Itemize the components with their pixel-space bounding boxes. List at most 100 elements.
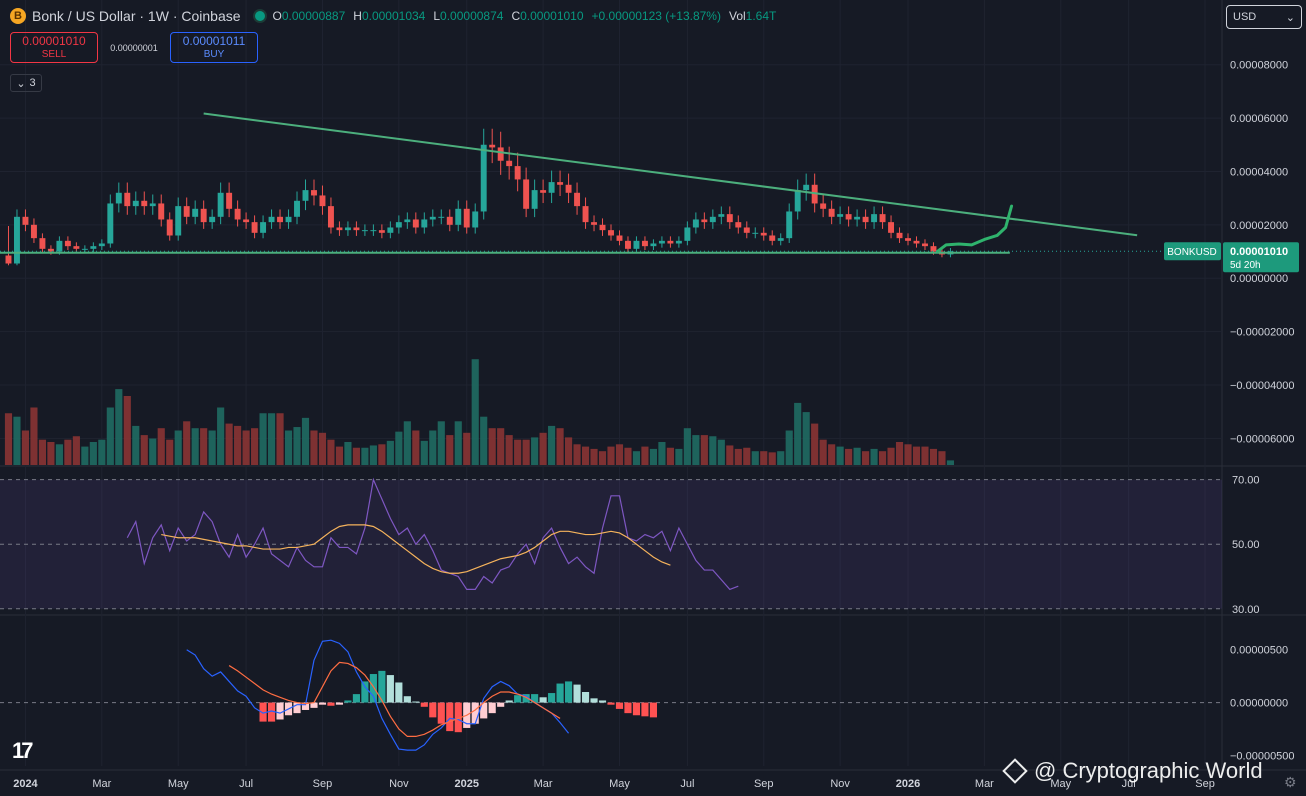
- macd-histogram-bar: [556, 683, 564, 703]
- spread-value: 0.00000001: [110, 42, 158, 53]
- volume-bar: [293, 427, 301, 465]
- gear-icon[interactable]: ⚙: [1284, 774, 1297, 790]
- candle-body: [73, 246, 80, 249]
- volume-bar: [556, 428, 564, 465]
- rsi-tick-label: 70.00: [1232, 475, 1260, 487]
- volume-bar: [522, 439, 530, 465]
- volume-bar: [853, 447, 861, 465]
- symbol-title[interactable]: Bonk / US Dollar · 1W · Coinbase: [32, 8, 241, 24]
- volume-bar: [335, 446, 344, 465]
- candle-body: [591, 222, 597, 225]
- time-tick-label: Sep: [1195, 778, 1215, 790]
- volume-bar: [259, 413, 267, 465]
- candle-body: [260, 222, 267, 233]
- candle-body: [599, 224, 606, 231]
- candle-body: [540, 190, 547, 193]
- volume-bar: [395, 431, 403, 465]
- candle-body: [743, 227, 750, 233]
- volume-bar: [497, 428, 505, 465]
- candle-body: [175, 206, 182, 236]
- candle-body: [625, 240, 631, 249]
- time-tick-label: Jul: [1122, 778, 1136, 790]
- candle-body: [311, 190, 317, 196]
- volume-bar: [21, 430, 30, 465]
- watermark-text: @ Cryptographic World: [1034, 758, 1263, 783]
- volume-bar: [709, 436, 717, 465]
- candle-body: [217, 192, 224, 217]
- candle-body: [387, 227, 394, 233]
- candle-body: [404, 219, 411, 223]
- volume-bar: [284, 430, 293, 465]
- candle-body: [124, 192, 131, 207]
- macd-histogram-bar: [539, 697, 547, 703]
- tradingview-logo[interactable]: 17: [12, 738, 34, 763]
- candle-body: [14, 216, 20, 264]
- candle-body: [777, 238, 784, 241]
- macd-histogram-bar: [395, 682, 403, 703]
- volume-bar: [217, 407, 225, 465]
- sell-button[interactable]: 0.00001010 SELL: [10, 32, 98, 63]
- volume-bar: [581, 446, 590, 465]
- projection-path: [936, 204, 1014, 253]
- chart-header: B Bonk / US Dollar · 1W · Coinbase O0.00…: [10, 6, 776, 26]
- buy-button[interactable]: 0.00001011 BUY: [170, 32, 258, 63]
- volume-bar: [106, 407, 114, 465]
- macd-histogram-bar: [378, 670, 386, 703]
- candle-body: [506, 160, 513, 167]
- macd-histogram-bar: [386, 675, 394, 703]
- candle-body: [336, 227, 343, 231]
- volume-bar: [666, 447, 674, 465]
- candle-body: [132, 200, 139, 207]
- macd-histogram-bar: [369, 674, 377, 703]
- volume-bar: [514, 439, 522, 465]
- candle-body: [166, 219, 173, 236]
- candle-body: [192, 208, 199, 217]
- candle-body: [149, 203, 156, 207]
- candle-body: [760, 232, 767, 236]
- candle-body: [22, 216, 29, 225]
- macd-histogram-bar: [505, 700, 513, 703]
- volume-bar: [819, 439, 827, 465]
- volume-bar: [641, 446, 649, 465]
- candle-body: [514, 166, 521, 180]
- macd-tick-label: 0.00000500: [1230, 645, 1288, 657]
- macd-tick-label: 0.00000000: [1230, 698, 1288, 710]
- price-label: 0.00001010: [1230, 246, 1288, 258]
- volume-bar: [47, 442, 55, 465]
- candle-body: [107, 203, 114, 244]
- candle-body: [828, 208, 835, 217]
- volume-bar: [89, 442, 97, 465]
- volume-bar: [386, 440, 394, 465]
- volume-bar: [760, 451, 768, 465]
- candle-body: [344, 227, 351, 231]
- rsi-ma-line: [161, 524, 671, 574]
- time-tick-label: Mar: [92, 778, 111, 790]
- volume-bar: [751, 451, 759, 465]
- candle-body: [922, 243, 928, 247]
- volume-bar: [64, 439, 72, 465]
- currency-select[interactable]: USD ⌄: [1226, 5, 1302, 29]
- macd-histogram-bar: [310, 702, 318, 708]
- volume-readout: Vol1.64T: [728, 9, 777, 23]
- candle-body: [421, 219, 428, 228]
- macd-histogram-bar: [352, 694, 360, 703]
- candle-body: [115, 192, 122, 204]
- macd-histogram-bar: [615, 702, 624, 709]
- symbol-label: BONKUSD: [1167, 247, 1216, 258]
- macd-histogram-bar: [412, 701, 420, 703]
- rsi-tick-label: 50.00: [1232, 539, 1260, 551]
- volume-bar: [4, 413, 13, 465]
- volume-bar: [488, 428, 496, 465]
- rsi-tick-label: 30.00: [1232, 604, 1260, 616]
- candle-body: [769, 235, 776, 241]
- volume-bar: [318, 432, 327, 465]
- volume-bar: [743, 447, 751, 465]
- volume-bar: [539, 432, 547, 465]
- candle-body: [489, 144, 496, 148]
- candle-body: [277, 216, 284, 223]
- volume-bar: [327, 439, 335, 465]
- candle-body: [64, 240, 71, 247]
- volume-bar: [403, 421, 411, 465]
- indicators-collapse-button[interactable]: ⌄ 3: [10, 74, 42, 92]
- macd-histogram-bar: [581, 692, 590, 703]
